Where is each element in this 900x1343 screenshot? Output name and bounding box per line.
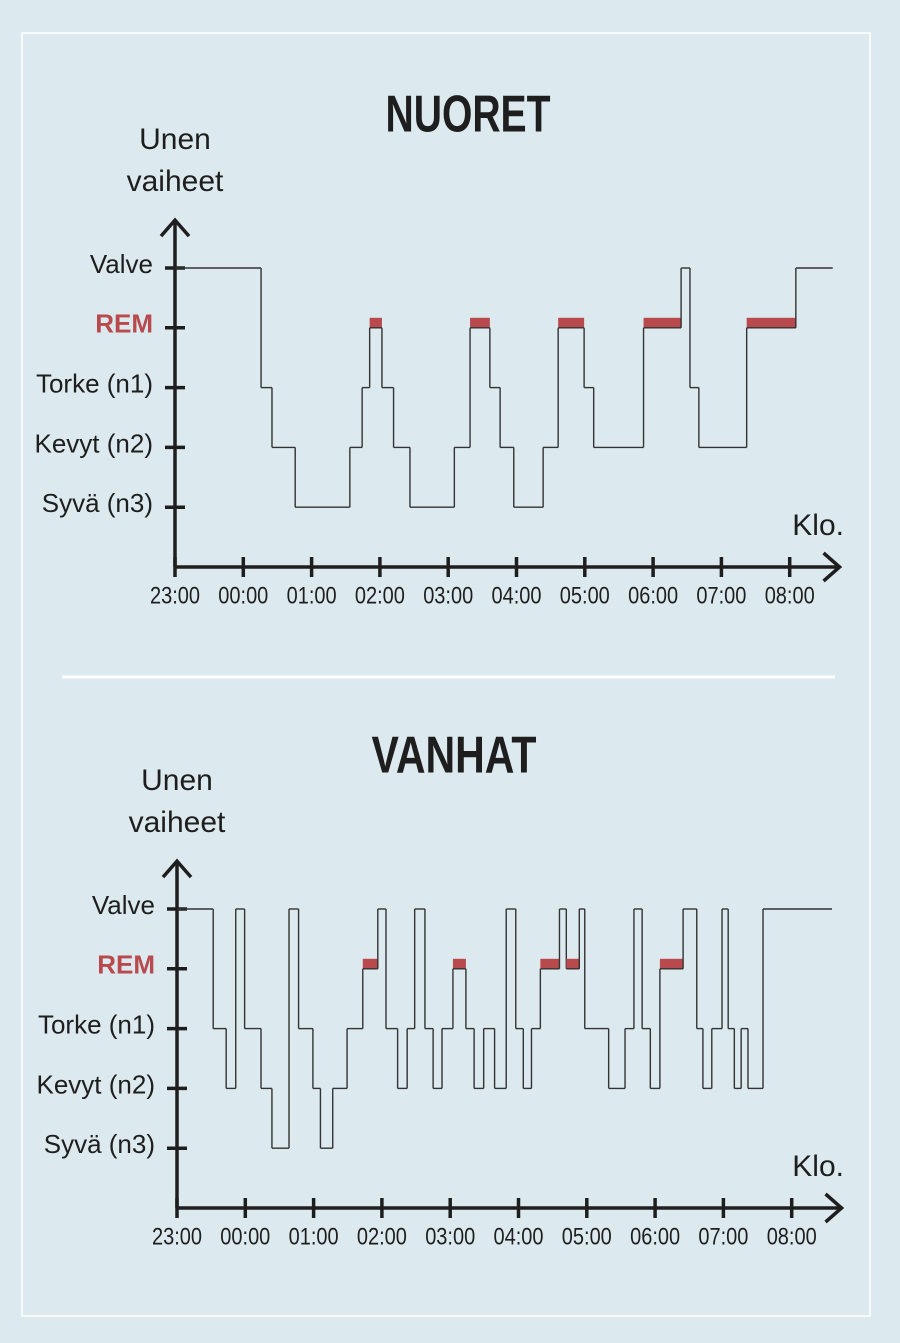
y-tick-label: Kevyt (n2) [35, 428, 154, 458]
x-tick-label: 00:00 [218, 582, 268, 609]
x-tick-label: 23:00 [152, 1223, 202, 1250]
x-tick-label: 03:00 [423, 582, 473, 609]
rem-highlight [362, 958, 378, 969]
x-axis-label: Klo. [792, 509, 844, 542]
x-tick-label: 04:00 [492, 582, 542, 609]
x-axis-label: Klo. [792, 1150, 844, 1183]
y-axis-label: vaiheet [129, 806, 226, 839]
frame [21, 32, 871, 1317]
rem-highlight [566, 958, 580, 969]
x-tick-label: 01:00 [287, 582, 337, 609]
rem-highlight [659, 958, 684, 969]
x-tick-label: 08:00 [767, 1223, 817, 1250]
x-tick-label: 04:00 [494, 1223, 544, 1250]
y-tick-label: Syvä (n3) [44, 1129, 155, 1159]
y-axis-label: vaiheet [127, 165, 224, 198]
x-tick-label: 05:00 [562, 1223, 612, 1250]
y-tick-label: Kevyt (n2) [37, 1069, 156, 1099]
x-tick-label: 00:00 [220, 1223, 270, 1250]
rem-highlight [369, 317, 382, 328]
y-axis-label: Unen [139, 123, 211, 156]
x-tick-label: 01:00 [289, 1223, 339, 1250]
rem-highlight [452, 958, 466, 969]
y-tick-label: Torke (n1) [36, 368, 153, 398]
y-axis-arrow [159, 217, 191, 238]
y-tick-label: REM [95, 309, 153, 339]
x-tick-label: 02:00 [357, 1223, 407, 1250]
y-axis-label: Unen [141, 764, 213, 797]
y-tick-label: Valve [92, 890, 155, 920]
rem-highlight [558, 317, 585, 328]
rem-highlight [470, 317, 490, 328]
y-tick-label: Torke (n1) [38, 1009, 155, 1039]
rem-highlight [540, 958, 560, 969]
rem-highlight [643, 317, 682, 328]
x-tick-label: 06:00 [630, 1223, 680, 1250]
x-tick-label: 02:00 [355, 582, 405, 609]
chart-title: NUORET [386, 86, 551, 144]
x-axis-arrow [822, 551, 843, 583]
x-tick-label: 23:00 [150, 582, 200, 609]
x-tick-label: 07:00 [698, 1223, 748, 1250]
y-tick-label: Valve [90, 249, 153, 279]
y-tick-label: Syvä (n3) [42, 488, 153, 518]
x-tick-label: 05:00 [560, 582, 610, 609]
y-axis-arrow [161, 858, 193, 879]
rem-highlight [746, 317, 796, 328]
x-axis-arrow [824, 1192, 845, 1224]
x-tick-label: 03:00 [425, 1223, 475, 1250]
y-tick-label: REM [97, 950, 155, 980]
chart-title: VANHAT [372, 727, 537, 785]
x-tick-label: 07:00 [696, 582, 746, 609]
x-tick-label: 08:00 [765, 582, 815, 609]
x-tick-label: 06:00 [628, 582, 678, 609]
